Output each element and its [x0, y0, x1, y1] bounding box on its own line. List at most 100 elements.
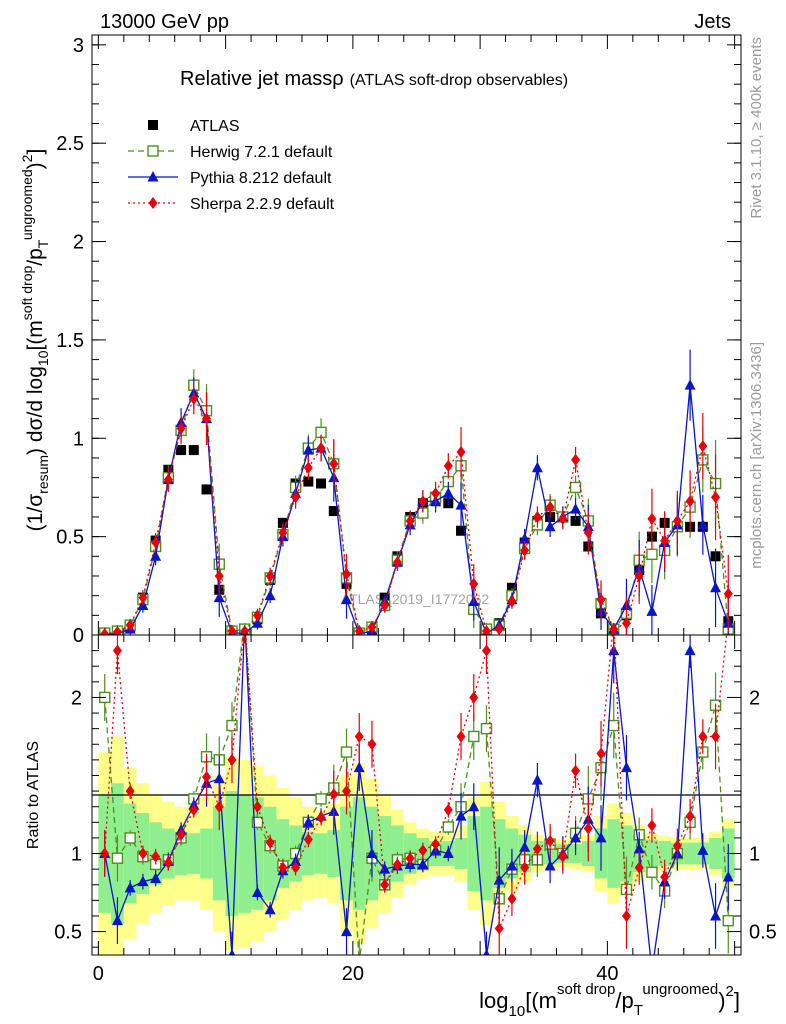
main-panel: Relative jet massρ (ATLAS soft-drop obser… [19, 34, 742, 647]
data-point [303, 461, 313, 474]
x-tick-label: 0 [93, 963, 104, 985]
ratio-point [583, 822, 593, 835]
ratio-point [684, 644, 696, 656]
y-tick-label: 2.5 [56, 133, 84, 155]
data-point [328, 506, 339, 517]
data-point [240, 625, 250, 635]
x-axis-label: log10[(msoft drop/pTungroomed)2] [479, 981, 740, 1020]
ratio-point [341, 925, 353, 937]
ratio-y-tick-labels: 0.5 0.5 1 1 2 2 [54, 687, 777, 943]
ratio-point [506, 860, 518, 871]
data-point [252, 609, 262, 622]
band-inner [301, 831, 315, 876]
ratio-line [104, 635, 729, 955]
ratio-point [278, 861, 288, 874]
ratio-point [621, 909, 631, 922]
ratio-point [405, 852, 415, 865]
data-point [264, 589, 276, 601]
data-point [456, 446, 466, 459]
data-point [634, 569, 644, 582]
legend-label: Sherpa 2.2.9 default [190, 196, 335, 213]
band-inner [454, 837, 468, 870]
ratio-point [202, 771, 212, 784]
data-point [519, 532, 531, 544]
data-point [367, 621, 377, 634]
ratio-point [481, 644, 491, 657]
ratio-y-tick-label: 2 [71, 687, 82, 709]
ratio-point [303, 833, 313, 846]
data-point [723, 587, 733, 600]
data-point [596, 593, 606, 606]
ratio-point [480, 722, 493, 735]
legend-marker [147, 145, 159, 157]
data-point [455, 499, 467, 510]
data-point [214, 569, 224, 582]
ratio-y-tick-label: 0.5 [54, 922, 82, 944]
ratio-point [417, 858, 429, 869]
ratio-point [571, 764, 581, 777]
ratio-point [711, 730, 721, 743]
data-point [570, 515, 581, 526]
ratio-point [558, 850, 568, 863]
band-inner [709, 837, 722, 870]
ratio-point [302, 816, 314, 827]
ratio-point [608, 719, 620, 732]
ratio-point [660, 870, 670, 883]
legend-label: ATLAS [190, 118, 240, 135]
data-point [278, 526, 288, 539]
data-point [251, 617, 263, 628]
ratio-point [214, 800, 224, 813]
data-point [506, 582, 517, 593]
data-point [711, 491, 721, 504]
data-point [125, 619, 135, 632]
legend: ATLAS Herwig 7.2.1 default Pythia 8.212 de… [128, 118, 335, 213]
ratio-point [531, 774, 543, 785]
band-inner [607, 819, 621, 888]
data-point [660, 534, 670, 547]
data-point [646, 548, 658, 561]
data-point [316, 442, 326, 455]
main-y-label: (1/σresum) dσ/d log10[(msoft drop/pTungr… [19, 149, 51, 532]
ratio-point [443, 803, 453, 816]
main-series [99, 349, 734, 635]
ratio-panel: 0.5 0.5 1 1 2 2 0 20 40 Ratio to ATLAS log10[(m… [25, 634, 777, 1020]
ratio-point [431, 838, 441, 851]
data-point [583, 526, 593, 539]
ratio-point [124, 881, 136, 893]
data-point [609, 623, 619, 635]
main-y-tick-labels: 0 0.5 1 1.5 2 2.5 3 [56, 35, 84, 647]
ratio-y-tick-label: 1 [71, 844, 82, 866]
ratio-point [520, 861, 530, 874]
ratio-point [456, 730, 466, 743]
ratio-point [316, 811, 326, 824]
x-tick-labels: 0 20 40 [93, 963, 619, 985]
ratio-point [545, 835, 555, 848]
data-point [405, 514, 415, 527]
ratio-y-label: Ratio to ATLAS [25, 741, 42, 849]
data-point [201, 484, 212, 495]
ratio-point [469, 691, 479, 704]
plot-title: Relative jet massρ (ATLAS soft-drop obser… [180, 68, 568, 90]
data-point [163, 473, 173, 486]
ratio-y-tick-label-right: 1 [749, 844, 760, 866]
legend-entry: Sherpa 2.2.9 default [128, 196, 335, 213]
ratio-point [366, 847, 378, 859]
ratio-point [468, 800, 480, 812]
legend-entry: Pythia 8.212 default [128, 170, 332, 187]
ratio-point [633, 842, 645, 854]
y-tick-label: 0.5 [56, 527, 84, 549]
data-point [621, 617, 631, 630]
ratio-point [226, 719, 238, 732]
ratio-line [104, 635, 728, 929]
data-point [569, 481, 582, 494]
ratio-point [163, 856, 173, 869]
ratio-y-tick-label-right: 2 [749, 687, 760, 709]
ratio-point [367, 738, 377, 751]
ratio-point [570, 831, 582, 843]
series-line [104, 383, 729, 634]
ratio-point [150, 872, 162, 884]
ratio-series [99, 635, 734, 955]
ratio-point [112, 644, 122, 657]
ratio-point [252, 800, 262, 813]
ratio-point [647, 819, 657, 832]
